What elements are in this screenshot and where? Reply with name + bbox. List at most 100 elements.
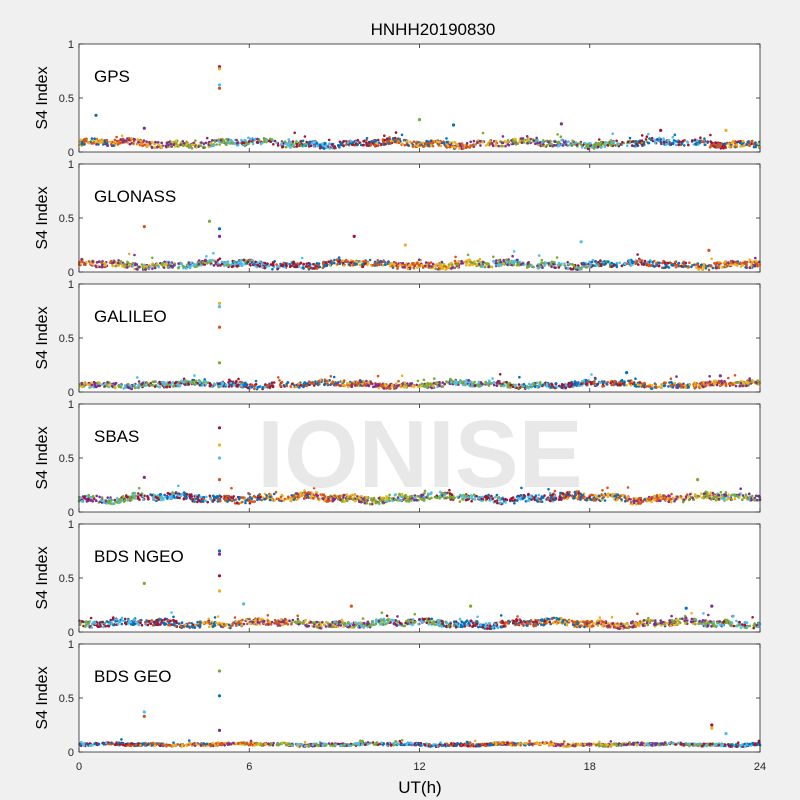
data-point (124, 264, 127, 267)
data-point (217, 138, 220, 141)
data-point (250, 383, 254, 387)
data-point-spike (207, 219, 212, 223)
data-point (151, 267, 154, 270)
data-point (467, 383, 471, 387)
data-point (685, 140, 689, 143)
data-point (156, 385, 159, 388)
data-point (227, 141, 230, 145)
data-point (325, 146, 328, 149)
data-point (626, 486, 630, 489)
data-point (151, 256, 154, 260)
data-point (79, 138, 83, 142)
data-point (133, 384, 136, 388)
data-point (174, 139, 178, 143)
data-point (300, 256, 304, 260)
data-point (590, 373, 593, 376)
data-point (303, 135, 307, 138)
data-point (142, 139, 146, 142)
data-point (456, 143, 460, 147)
data-point (588, 260, 591, 264)
data-point (458, 147, 461, 150)
data-point (580, 143, 583, 147)
data-point (315, 266, 319, 270)
data-point (212, 251, 215, 255)
data-point (131, 492, 134, 495)
data-point (431, 262, 435, 266)
data-point (545, 144, 549, 147)
data-point (258, 260, 262, 264)
data-point (151, 384, 155, 387)
data-point (90, 137, 94, 140)
data-point (208, 494, 212, 498)
data-point (211, 139, 214, 142)
data-point (260, 262, 264, 265)
data-point (151, 262, 154, 265)
data-point (640, 261, 643, 264)
data-point (389, 139, 393, 143)
data-point (442, 141, 445, 145)
data-point (502, 262, 506, 265)
data-point-spike (217, 67, 222, 71)
data-point (330, 143, 334, 146)
data-point (731, 383, 735, 387)
data-point (201, 261, 205, 264)
data-point (245, 141, 248, 144)
data-point (140, 263, 144, 266)
data-point-spike (659, 128, 663, 132)
data-point (204, 258, 207, 262)
data-point (721, 266, 724, 269)
data-point (462, 147, 465, 150)
data-point (532, 382, 536, 386)
data-point (128, 142, 132, 146)
data-point (117, 385, 121, 389)
data-point (263, 261, 267, 265)
data-point (359, 380, 363, 384)
data-point (409, 140, 412, 144)
data-point-spike (142, 126, 146, 130)
data-point (301, 266, 305, 270)
data-point (433, 377, 436, 380)
data-point (362, 139, 366, 143)
data-point (645, 262, 648, 265)
data-point (130, 387, 134, 391)
data-point (346, 385, 350, 389)
data-point (100, 263, 104, 267)
data-point (570, 267, 573, 271)
data-point (247, 140, 251, 143)
data-point (708, 375, 711, 378)
data-point (193, 374, 196, 377)
data-point (446, 144, 450, 147)
data-point (723, 380, 726, 383)
data-point (754, 143, 758, 147)
axes-background (79, 284, 760, 392)
data-point (82, 138, 86, 142)
data-point (297, 382, 301, 385)
data-point (181, 144, 184, 147)
data-point (307, 266, 311, 269)
data-point (562, 141, 566, 144)
data-point (671, 135, 675, 139)
data-point (383, 382, 387, 386)
data-point (438, 384, 441, 388)
data-point (284, 145, 288, 149)
data-point (281, 145, 284, 149)
data-point-spike (217, 361, 222, 365)
data-point (636, 383, 640, 387)
data-point (194, 383, 197, 386)
data-point (644, 138, 648, 141)
data-point (242, 141, 246, 145)
data-point (597, 260, 600, 264)
data-point (253, 500, 256, 503)
data-point (256, 137, 259, 141)
data-point (506, 263, 509, 267)
data-point (328, 263, 332, 267)
data-point (750, 140, 753, 143)
data-point (487, 265, 490, 269)
data-point (193, 263, 196, 267)
data-point (590, 381, 593, 385)
data-point (612, 382, 616, 385)
panel-label: GPS (94, 67, 130, 86)
data-point (690, 265, 693, 269)
data-point (543, 144, 546, 148)
